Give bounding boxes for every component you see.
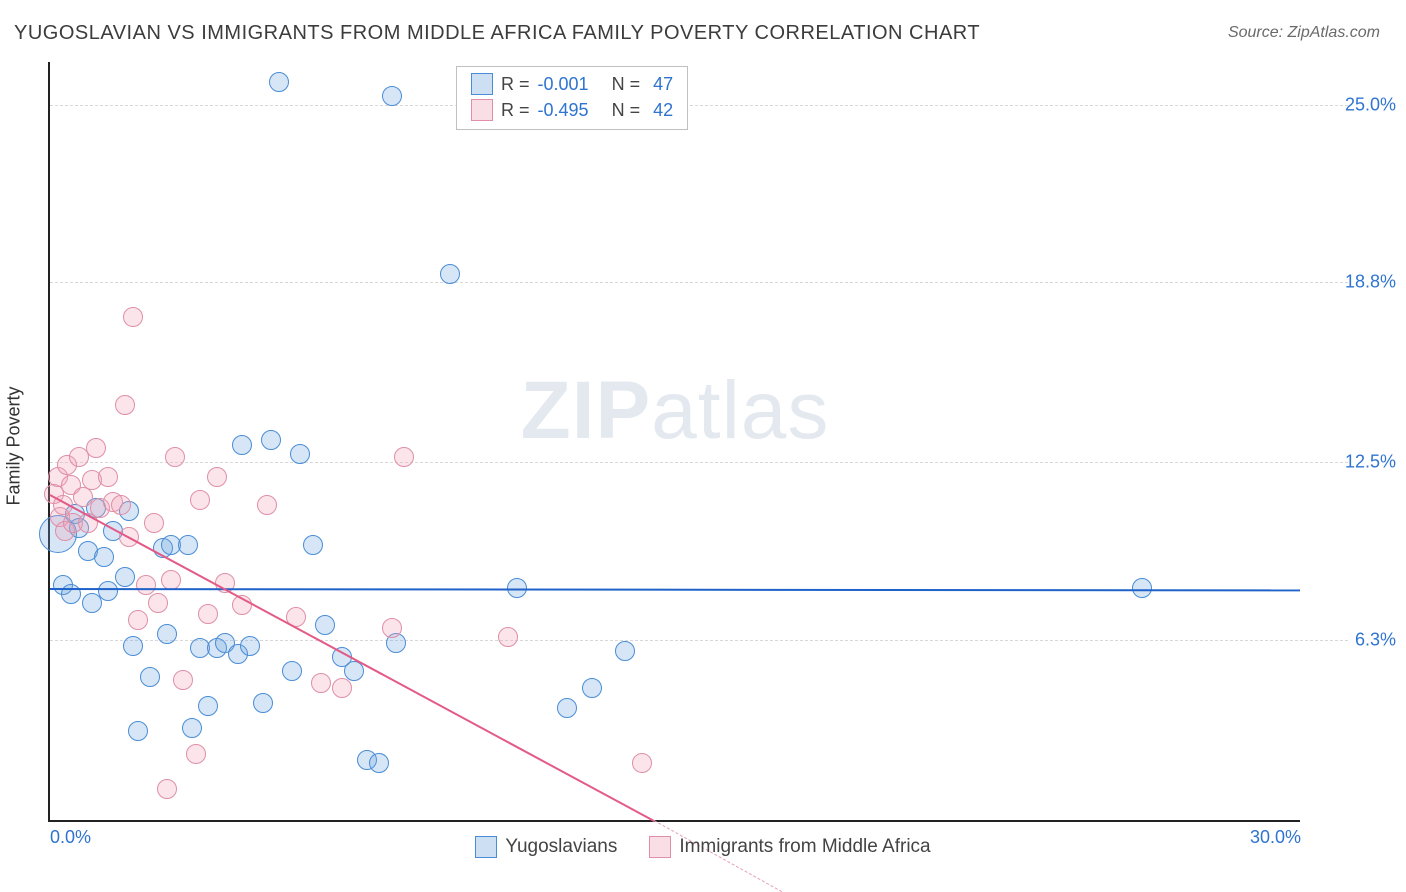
legend-r-value: -0.001 (538, 71, 589, 97)
watermark: ZIPatlas (521, 364, 830, 458)
data-point (186, 744, 206, 764)
data-point (173, 670, 193, 690)
data-point (148, 593, 168, 613)
legend-n-value: 47 (653, 71, 673, 97)
data-point (498, 627, 518, 647)
data-point (98, 467, 118, 487)
legend-n-label: N = (597, 97, 646, 123)
data-point (207, 467, 227, 487)
data-point (157, 624, 177, 644)
data-point (115, 395, 135, 415)
watermark-atlas: atlas (651, 365, 829, 456)
data-point (128, 610, 148, 630)
legend-r-value: -0.495 (538, 97, 589, 123)
data-point (98, 581, 118, 601)
legend-n-value: 42 (653, 97, 673, 123)
data-point (161, 570, 181, 590)
legend-swatch (649, 836, 671, 858)
data-point (182, 718, 202, 738)
watermark-zip: ZIP (521, 365, 652, 456)
data-point (261, 430, 281, 450)
data-point (615, 641, 635, 661)
data-point (311, 673, 331, 693)
gridline (50, 105, 1348, 106)
data-point (557, 698, 577, 718)
data-point (582, 678, 602, 698)
legend-row: R = -0.001 N = 47 (471, 71, 673, 97)
legend-label: Immigrants from Middle Africa (679, 836, 930, 858)
data-point (165, 447, 185, 467)
trendline (50, 588, 1300, 591)
data-point (128, 721, 148, 741)
data-point (303, 535, 323, 555)
correlation-legend: R = -0.001 N = 47R = -0.495 N = 42 (456, 66, 688, 130)
y-tick-label: 18.8% (1316, 272, 1396, 293)
data-point (86, 438, 106, 458)
gridline (50, 462, 1348, 463)
data-point (290, 444, 310, 464)
data-point (257, 495, 277, 515)
legend-swatch (471, 73, 493, 95)
data-point (178, 535, 198, 555)
data-point (253, 693, 273, 713)
trendline (50, 494, 655, 822)
data-point (136, 575, 156, 595)
plot-area: ZIPatlas 6.3%12.5%18.8%25.0%0.0%30.0% (48, 62, 1300, 822)
legend-n-label: N = (597, 71, 646, 97)
data-point (332, 678, 352, 698)
data-point (282, 661, 302, 681)
data-point (382, 618, 402, 638)
data-point (123, 636, 143, 656)
series-legend: Yugoslavians Immigrants from Middle Afric… (0, 836, 1406, 864)
chart-title: YUGOSLAVIAN VS IMMIGRANTS FROM MIDDLE AF… (14, 22, 980, 45)
data-point (632, 753, 652, 773)
legend-r-label: R = (501, 71, 530, 97)
data-point (140, 667, 160, 687)
legend-item: Yugoslavians (475, 836, 617, 858)
legend-swatch (471, 99, 493, 121)
data-point (315, 615, 335, 635)
data-point (440, 264, 460, 284)
data-point (198, 604, 218, 624)
data-point (190, 490, 210, 510)
data-point (232, 435, 252, 455)
data-point (198, 696, 218, 716)
legend-r-label: R = (501, 97, 530, 123)
source-attribution: Source: ZipAtlas.com (1228, 24, 1380, 42)
y-axis-label: Family Poverty (4, 386, 25, 505)
legend-item: Immigrants from Middle Africa (649, 836, 930, 858)
data-point (61, 584, 81, 604)
data-point (394, 447, 414, 467)
data-point (111, 495, 131, 515)
legend-swatch (475, 836, 497, 858)
data-point (94, 547, 114, 567)
data-point (144, 513, 164, 533)
y-tick-label: 12.5% (1316, 452, 1396, 473)
legend-row: R = -0.495 N = 42 (471, 97, 673, 123)
y-tick-label: 25.0% (1316, 94, 1396, 115)
data-point (382, 86, 402, 106)
data-point (115, 567, 135, 587)
data-point (369, 753, 389, 773)
legend-label: Yugoslavians (505, 836, 617, 858)
y-tick-label: 6.3% (1316, 629, 1396, 650)
data-point (123, 307, 143, 327)
data-point (269, 72, 289, 92)
data-point (157, 779, 177, 799)
gridline (50, 282, 1348, 283)
data-point (240, 636, 260, 656)
